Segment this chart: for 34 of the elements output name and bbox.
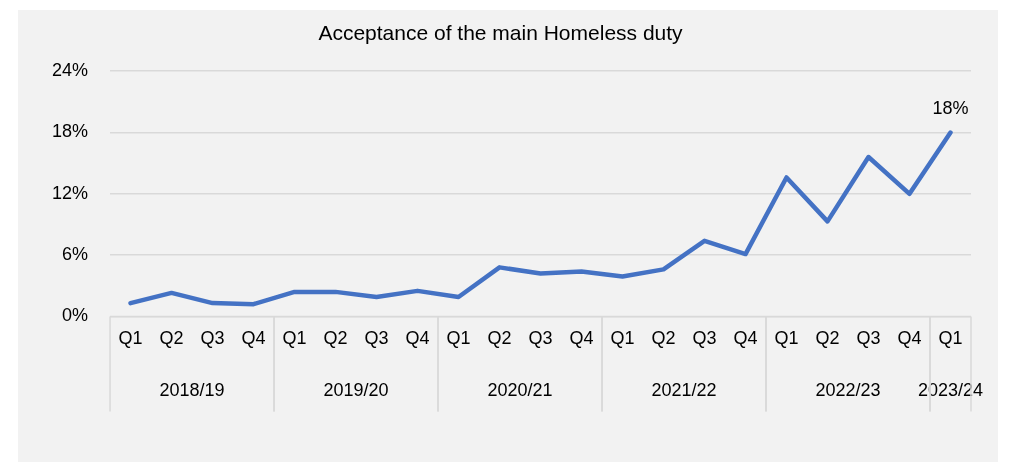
x-tick-label: Q1 <box>282 328 307 349</box>
x-tick-label: Q2 <box>159 328 184 349</box>
data-label: 18% <box>932 98 969 119</box>
x-tick-label: Q4 <box>241 328 266 349</box>
x-tick-label: Q3 <box>528 328 553 349</box>
x-tick-label: Q4 <box>569 328 594 349</box>
x-tick-label: Q3 <box>856 328 881 349</box>
text: 2018/19 <box>159 380 225 401</box>
y-tick-label: 24% <box>52 60 89 81</box>
x-tick-label: Q3 <box>692 328 717 349</box>
y-tick-label: 0% <box>62 305 89 326</box>
y-tick-label: 6% <box>62 244 89 265</box>
text: 2019/20 <box>323 380 389 401</box>
text: 2020/21 <box>487 380 553 401</box>
y-tick-label: 12% <box>52 182 89 203</box>
x-tick-label: Q1 <box>610 328 635 349</box>
text: 2022/23 <box>815 380 881 401</box>
y-tick-label: 18% <box>52 121 89 142</box>
x-tick-label: Q2 <box>815 328 840 349</box>
x-tick-label: Q1 <box>118 328 143 349</box>
x-tick-label: Q2 <box>487 328 512 349</box>
x-tick-label: Q1 <box>774 328 799 349</box>
x-tick-label: Q1 <box>446 328 471 349</box>
x-tick-label: Q3 <box>200 328 225 349</box>
x-tick-label: Q4 <box>405 328 430 349</box>
x-tick-label: Q2 <box>323 328 348 349</box>
x-tick-label: Q4 <box>897 328 922 349</box>
text: 2021/22 <box>651 380 717 401</box>
x-tick-label: Q3 <box>364 328 389 349</box>
chart-title: Acceptance of the main Homeless duty <box>318 21 684 45</box>
x-tick-label: Q1 <box>938 328 963 349</box>
x-tick-label: Q2 <box>651 328 676 349</box>
text: 2023/24 <box>917 380 984 401</box>
x-tick-label: Q4 <box>733 328 758 349</box>
